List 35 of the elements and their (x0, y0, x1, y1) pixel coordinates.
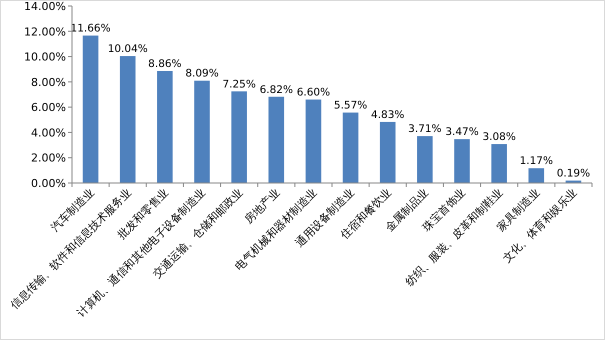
bar (454, 139, 470, 183)
y-tick-label: 2.00% (31, 152, 66, 165)
y-tick-label: 12.00% (24, 25, 66, 38)
data-label: 8.09% (185, 68, 219, 80)
y-tick-label: 0.00% (31, 177, 66, 190)
bar (82, 36, 98, 183)
bar (380, 122, 396, 183)
y-tick-label: 10.00% (24, 50, 66, 64)
bar (491, 144, 507, 183)
data-label: 3.08% (482, 131, 516, 144)
data-label: 3.71% (408, 123, 442, 136)
data-label: 5.57% (334, 100, 368, 112)
bar (268, 96, 284, 183)
data-label: 10.04% (108, 43, 148, 56)
data-label: 8.86% (148, 58, 182, 70)
data-label: 4.83% (371, 108, 404, 121)
bar (194, 80, 210, 183)
y-tick-label: 14.00% (24, 0, 66, 13)
data-label: 11.66% (70, 22, 111, 35)
bar (417, 136, 433, 183)
data-label: 1.17% (520, 155, 553, 168)
bar (120, 56, 136, 183)
bar (342, 112, 358, 183)
bar (231, 91, 247, 183)
data-label: 6.82% (260, 84, 293, 96)
bar (528, 168, 544, 183)
bar (157, 70, 173, 183)
data-label: 3.47% (445, 126, 479, 138)
y-tick-label: 6.00% (31, 101, 66, 114)
data-label: 7.25% (222, 78, 256, 90)
y-tick-label: 4.00% (31, 126, 66, 140)
data-label: 0.19% (556, 168, 590, 180)
y-tick-label: 8.00% (31, 76, 66, 89)
bar (306, 100, 322, 183)
data-label: 6.60% (296, 86, 330, 99)
